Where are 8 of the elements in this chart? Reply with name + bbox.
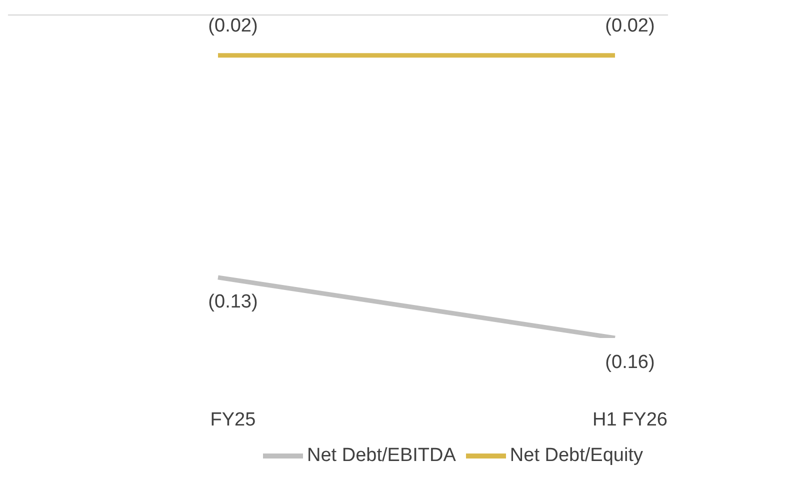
legend-label: Net Debt/Equity (510, 445, 643, 466)
data-label: (0.02) (605, 15, 655, 36)
data-label: (0.02) (208, 15, 258, 36)
x-tick-label: H1 FY26 (592, 409, 668, 430)
x-tick-label: FY25 (210, 409, 256, 430)
data-label: (0.13) (208, 291, 258, 312)
legend-label: Net Debt/EBITDA (307, 445, 456, 466)
data-label: (0.16) (605, 352, 655, 373)
